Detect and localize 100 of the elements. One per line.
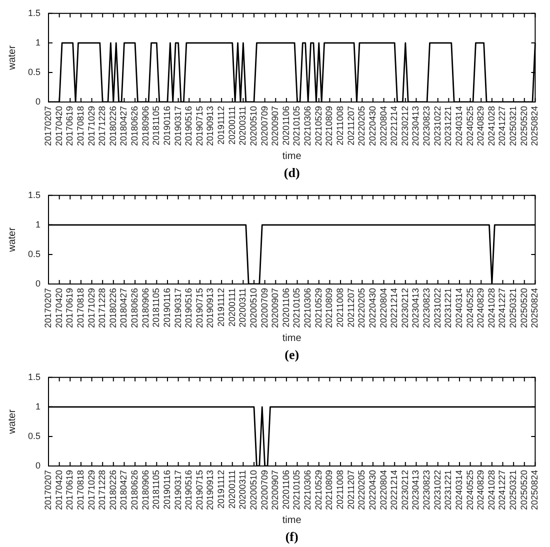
x-tick-label: 20231022 [432,106,442,146]
x-tick-label: 20171029 [86,106,96,146]
x-tick-label: 20201106 [280,470,291,510]
x-tick-label: 20211008 [335,470,346,510]
x-tick-label: 20221214 [389,106,400,146]
x-tick-label: 20200709 [259,106,270,146]
x-tick-label: 20191112 [216,470,226,509]
y-tick-label: 0 [35,96,41,106]
x-tick-label: 20250824 [530,288,540,328]
y-axis-title: water [6,226,18,253]
x-tick-label: 20250520 [518,106,529,146]
x-tick-label: 20250321 [508,288,518,328]
x-tick-label: 20230212 [400,288,410,328]
x-tick-label: 20190317 [172,106,183,146]
x-tick-label: 20171228 [97,470,108,510]
y-tick-label: 0.5 [28,430,41,441]
x-tick-label: 20180427 [118,106,129,146]
x-tick-label: 20220804 [378,106,388,146]
x-tick-label: 20240829 [476,470,486,510]
x-axis-title: time [282,150,302,162]
x-tick-label: 20210809 [324,106,334,146]
x-tick-label: 20220205 [356,288,367,328]
x-tick-label: 20240525 [464,470,475,510]
text: (e) [284,346,300,362]
x-tick-label: 20210529 [313,106,324,146]
x-tick-label: 20190715 [194,470,204,510]
x-tick-label: 20170207 [42,470,53,510]
x-tick-label: 20200709 [259,288,270,328]
x-tick-label: 20250824 [530,106,540,146]
x-tick-label: 20231221 [443,288,454,328]
x-tick-label: 20231221 [443,470,454,510]
x-tick-label: 20201106 [280,288,291,328]
x-tick-label: 20210809 [324,288,334,328]
x-tick-label: 20230823 [422,106,432,146]
x-tick-label: 20170207 [42,106,53,146]
x-tick-label: 20180427 [118,470,129,510]
x-tick-label: 20200111 [226,288,237,327]
x-tick-label: 20200510 [248,470,258,510]
x-tick-label: 20171029 [86,470,96,510]
x-tick-label: 20210306 [302,106,313,146]
x-tick-label: 20211008 [335,288,346,328]
x-tick-label: 20180626 [130,470,140,510]
x-tick-label: 20190913 [205,106,216,146]
x-tick-label: 20190116 [162,288,172,328]
y-tick-label: 0 [35,278,41,288]
y-tick-label: 0.5 [28,66,41,77]
x-tick-label: 20250520 [518,288,529,328]
x-tick-label: 20220205 [356,106,367,146]
x-tick-label: 20180906 [140,470,150,510]
x-tick-label: 20230823 [422,288,432,328]
x-tick-label: 20211207 [346,106,356,146]
x-tick-label: 20180427 [118,288,129,328]
x-tick-label: 20240314 [454,470,464,510]
x-tick-label: 20180906 [140,106,150,146]
x-tick-label: 20190317 [172,288,183,328]
x-tick-label: 20250321 [508,106,518,146]
x-tick-label: 20241028 [486,288,496,328]
y-tick-label: 0.5 [28,248,41,259]
x-tick-label: 20220430 [367,470,378,510]
x-tick-label: 20180226 [108,288,118,328]
x-tick-label: 20241028 [486,470,496,510]
x-tick-label: 20220804 [378,470,388,510]
x-tick-label: 20191112 [216,288,226,327]
x-tick-label: 20190715 [194,106,204,146]
y-tick-label: 1 [35,37,41,48]
x-tick-label: 20200907 [270,106,280,146]
text: (d) [284,164,300,180]
x-tick-label: 20211008 [335,106,346,146]
x-tick-label: 20171029 [86,288,96,328]
x-tick-label: 20180626 [130,106,140,146]
x-tick-label: 20200111 [226,106,237,145]
x-tick-label: 20230413 [410,288,421,328]
x-tick-label: 20200111 [226,470,237,509]
x-tick-label: 20250321 [508,470,518,510]
x-tick-label: 20200907 [270,288,280,328]
x-tick-label: 20250824 [530,470,540,510]
x-tick-label: 20240314 [454,106,464,146]
x-tick-label: 20180226 [108,106,118,146]
y-tick-label: 1.5 [28,190,41,200]
x-tick-label: 20170207 [42,288,53,328]
x-tick-label: 20170420 [54,106,64,146]
x-tick-label: 20170818 [75,106,86,146]
x-tick-label: 20171228 [97,288,108,328]
x-tick-label: 20201106 [280,106,291,146]
x-tick-label: 20240829 [476,288,486,328]
x-tick-label: 20181105 [151,106,162,146]
x-tick-label: 20241227 [497,470,508,510]
x-tick-label: 20230212 [400,106,410,146]
x-tick-label: 20241028 [486,106,496,146]
x-tick-label: 20240829 [476,106,486,146]
x-tick-label: 20190516 [184,470,194,510]
x-tick-label: 20190116 [162,470,172,510]
x-tick-label: 20210105 [292,106,302,146]
y-tick-label: 1 [35,219,41,230]
x-tick-label: 20230212 [400,470,410,510]
x-tick-label: 20240525 [464,106,475,146]
x-tick-label: 20220430 [367,106,378,146]
x-tick-label: 20170818 [75,288,86,328]
x-tick-label: 20190715 [194,288,204,328]
x-tick-label: 20170619 [64,288,75,328]
